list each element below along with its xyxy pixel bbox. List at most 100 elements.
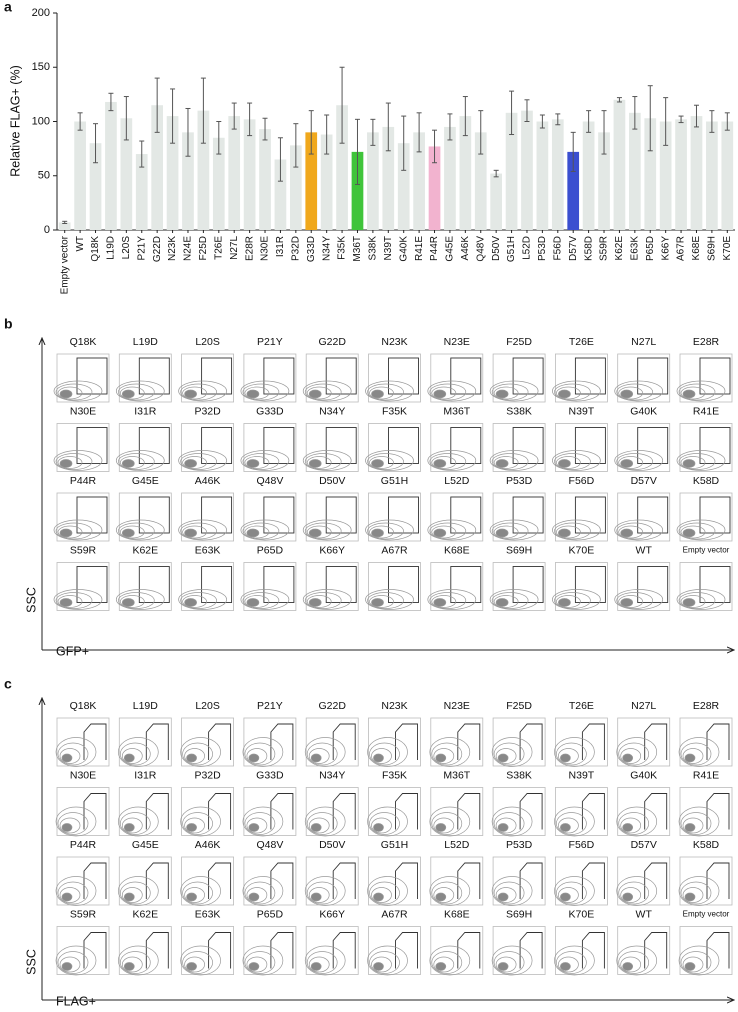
gate <box>145 793 169 830</box>
contour <box>244 456 270 469</box>
gate <box>574 566 606 603</box>
contour <box>119 525 145 539</box>
contour <box>248 823 260 832</box>
error-bar <box>62 220 68 224</box>
contour <box>59 389 73 399</box>
contour <box>560 753 571 763</box>
sample-label: K66Y <box>319 544 345 556</box>
gate <box>332 723 356 760</box>
error-bar <box>370 118 376 146</box>
contour <box>371 817 392 834</box>
contour <box>431 951 463 974</box>
x-tick-label: N24E <box>183 236 194 261</box>
y-tick-label: 0 <box>44 224 50 236</box>
bar <box>536 121 549 230</box>
contour <box>491 876 533 906</box>
contour <box>244 525 270 539</box>
error-bar <box>462 96 468 137</box>
x-tick-label: N34Y <box>321 236 332 261</box>
error-bar <box>447 113 453 141</box>
sample-label: G40K <box>630 769 657 781</box>
bar <box>89 143 102 230</box>
error-bar <box>123 96 129 141</box>
sample-label: Empty vector <box>683 910 730 919</box>
contour <box>497 892 509 902</box>
gate <box>395 723 418 760</box>
contour <box>433 598 447 607</box>
contour <box>240 589 290 610</box>
x-tick-label: Q18K <box>90 236 101 262</box>
contour <box>427 380 477 402</box>
gate <box>83 862 107 899</box>
gate <box>457 723 481 760</box>
contour <box>369 951 400 974</box>
gate <box>637 496 669 534</box>
contour <box>554 592 591 609</box>
x-tick-label: L52D <box>522 236 533 260</box>
bar <box>521 110 533 230</box>
contour <box>429 592 467 609</box>
sample-label: R41E <box>693 769 719 781</box>
contour <box>367 876 408 906</box>
error-bar <box>478 110 484 155</box>
contour <box>178 450 227 471</box>
gate <box>76 496 108 534</box>
contour <box>61 892 73 902</box>
contour <box>308 598 322 607</box>
gate <box>644 793 668 830</box>
contour <box>121 389 135 399</box>
contour <box>302 450 352 471</box>
contour <box>369 386 394 400</box>
gate <box>574 427 606 464</box>
error-bar <box>93 123 99 164</box>
contour <box>678 592 716 609</box>
x-tick-label: T26E <box>213 236 224 260</box>
contour <box>678 522 716 540</box>
contour <box>184 459 197 468</box>
sample-label: P44R <box>70 475 97 487</box>
contour <box>556 881 587 905</box>
contour <box>552 450 601 471</box>
x-tick-label: E63K <box>629 236 640 261</box>
contour <box>119 742 151 766</box>
sample-label: N34Y <box>319 769 345 781</box>
contour <box>433 528 447 538</box>
bar <box>120 118 133 230</box>
bar <box>320 134 333 230</box>
sample-label: P65D <box>257 544 284 556</box>
contour <box>616 806 658 837</box>
contour <box>497 823 509 832</box>
contour <box>244 881 276 905</box>
sample-label: G51H <box>381 839 408 851</box>
sample-label: I31R <box>134 769 157 781</box>
y-tick-label: 100 <box>32 115 50 127</box>
contour <box>614 519 664 541</box>
contour <box>556 812 587 835</box>
sample-label: N34Y <box>319 405 345 417</box>
gate <box>581 932 605 969</box>
sample-label: S38K <box>506 405 532 417</box>
contour <box>556 525 581 539</box>
contour <box>55 806 97 837</box>
contour <box>371 748 392 764</box>
error-bar <box>555 113 561 126</box>
contour <box>680 595 706 608</box>
x-tick-label: N23K <box>167 236 178 261</box>
contour <box>622 753 634 763</box>
contour <box>554 945 595 976</box>
sample-label: L20S <box>195 700 220 712</box>
contour <box>306 525 332 539</box>
gate <box>699 427 731 464</box>
x-tick-label: N27L <box>229 236 240 260</box>
contour <box>622 892 634 902</box>
gate <box>201 496 233 534</box>
bar <box>243 119 256 230</box>
contour <box>369 742 400 766</box>
gate <box>270 862 294 899</box>
contour <box>493 951 525 974</box>
sample-label: L19D <box>133 700 159 712</box>
sample-label: A67R <box>381 544 408 556</box>
contour <box>369 881 400 905</box>
gate <box>395 862 418 899</box>
contour <box>678 383 716 401</box>
